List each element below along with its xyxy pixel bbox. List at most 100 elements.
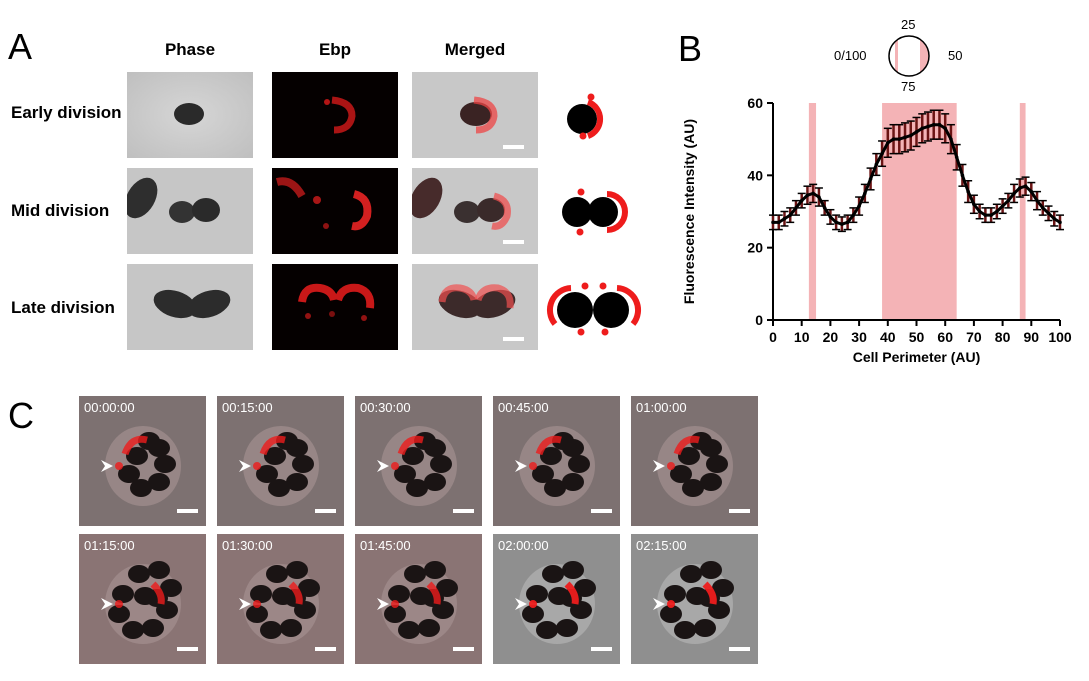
data-point	[868, 177, 873, 181]
data-point	[966, 189, 970, 194]
timelapse-image	[355, 534, 482, 664]
data-point	[828, 215, 833, 219]
x-tick-label: 100	[1048, 329, 1072, 345]
timestamp-label: 00:00:00	[84, 400, 135, 415]
schematic-late-division	[546, 282, 642, 336]
data-point	[1023, 184, 1028, 188]
data-point	[954, 155, 959, 160]
data-point	[931, 122, 936, 127]
data-point	[1058, 220, 1062, 225]
highlight-band	[808, 103, 817, 320]
timestamp-label: 02:00:00	[498, 538, 549, 553]
timelapse-frame: 01:45:00	[355, 534, 482, 664]
data-point	[805, 193, 810, 198]
scale-bar	[591, 509, 612, 513]
timelapse-frame: 00:30:00	[355, 396, 482, 526]
merged-image-mid	[412, 168, 538, 254]
x-tick-label: 90	[1024, 329, 1040, 345]
inset-cell-schematic	[888, 35, 930, 77]
data-point	[776, 220, 781, 225]
data-point	[920, 126, 925, 131]
data-point	[989, 213, 993, 217]
scale-bar	[453, 509, 474, 513]
timelapse-image	[631, 534, 758, 664]
panel-c-letter: C	[8, 395, 34, 436]
ebp-image-late	[272, 264, 398, 350]
row-label-late: Late division	[11, 298, 115, 317]
timestamp-label: 01:30:00	[222, 538, 273, 553]
timestamp-label: 01:45:00	[360, 538, 411, 553]
timestamp-label: 00:30:00	[360, 400, 411, 415]
data-point	[834, 220, 838, 225]
timelapse-image	[79, 396, 206, 526]
phase-image-late	[127, 264, 253, 350]
data-point	[840, 222, 844, 226]
data-point	[863, 191, 867, 196]
timestamp-label: 01:00:00	[636, 400, 687, 415]
timelapse-frame: 00:45:00	[493, 396, 620, 526]
timestamp-label: 00:45:00	[498, 400, 549, 415]
timelapse-image	[493, 534, 620, 664]
ebp-image-early	[272, 72, 398, 158]
data-point	[1012, 191, 1016, 196]
scale-bar	[503, 337, 524, 341]
scale-bar	[177, 647, 198, 651]
y-tick-label: 60	[747, 95, 763, 111]
x-tick-label: 30	[851, 329, 867, 345]
panel-a-letter: A	[8, 26, 33, 67]
data-point	[874, 162, 879, 167]
scale-bar	[177, 509, 198, 513]
data-point	[1018, 186, 1022, 190]
x-tick-label: 70	[966, 329, 982, 345]
x-tick-label: 80	[995, 329, 1011, 345]
scale-bar	[315, 509, 336, 513]
ebp-image-mid	[272, 168, 398, 254]
data-point	[1029, 189, 1034, 194]
timelapse-frame: 00:00:00	[79, 396, 206, 526]
inset-label-top: 25	[901, 17, 916, 32]
data-point	[960, 173, 965, 178]
x-tick-label: 10	[794, 329, 810, 345]
data-point	[1000, 204, 1005, 208]
y-tick-label: 0	[755, 312, 763, 328]
highlight-band	[1019, 103, 1026, 320]
scale-bar	[729, 509, 750, 513]
timelapse-image	[217, 396, 344, 526]
y-tick-label: 40	[747, 167, 763, 183]
timelapse-frame: 02:00:00	[493, 534, 620, 664]
data-point	[1006, 198, 1011, 203]
timelapse-image	[631, 396, 758, 526]
timestamp-label: 02:15:00	[636, 538, 687, 553]
data-point	[937, 122, 942, 127]
x-tick-label: 20	[823, 329, 839, 345]
scale-bar	[729, 647, 750, 651]
data-point	[943, 126, 947, 131]
data-point	[771, 220, 775, 225]
timelapse-image	[217, 534, 344, 664]
schematic-mid-division	[562, 188, 628, 236]
data-point	[1046, 211, 1051, 216]
y-tick-label: 20	[747, 240, 763, 256]
x-tick-label: 0	[769, 329, 777, 345]
timelapse-frame: 00:15:00	[217, 396, 344, 526]
timestamp-label: 00:15:00	[222, 400, 273, 415]
data-point	[851, 213, 856, 217]
column-header-merged: Merged	[444, 40, 506, 59]
timelapse-frame: 01:00:00	[631, 396, 758, 526]
y-axis-label: Fluorescence Intensity (AU)	[681, 119, 697, 304]
timelapse-frame: 01:15:00	[79, 534, 206, 664]
data-point	[817, 195, 821, 199]
row-label-mid: Mid division	[11, 201, 110, 220]
data-point	[811, 191, 815, 196]
scale-bar	[591, 647, 612, 651]
phase-image-early	[127, 72, 253, 158]
data-point	[972, 202, 976, 207]
timelapse-frame: 02:15:00	[631, 534, 758, 664]
data-point	[977, 209, 982, 214]
data-point	[1035, 198, 1039, 203]
row-label-early: Early division	[11, 103, 122, 122]
phase-image-mid	[127, 168, 253, 254]
x-tick-label: 40	[880, 329, 896, 345]
data-point	[880, 151, 884, 156]
timelapse-image	[79, 534, 206, 664]
